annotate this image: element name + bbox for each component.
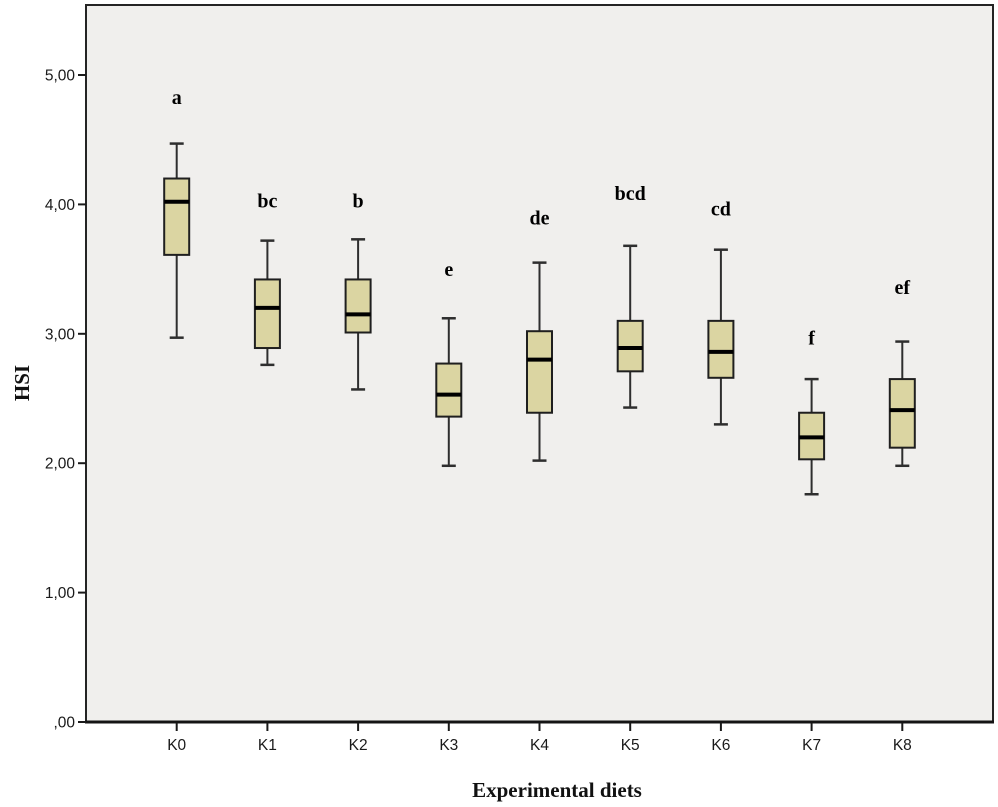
iqr-box (888, 378, 916, 449)
box-K8: ef (888, 277, 916, 468)
box-K2: b (344, 191, 372, 391)
sig-letter-K1: bc (257, 191, 277, 213)
y-tick-label: 1,00 (45, 585, 76, 602)
box-K1: bc (253, 191, 281, 367)
box-K3: e (435, 259, 463, 468)
sig-letter-K3: e (444, 259, 453, 281)
y-tick-label: 5,00 (45, 68, 76, 85)
y-axis-title: HSI (10, 364, 34, 402)
y-tick-label: 4,00 (45, 197, 76, 214)
x-axis-title: Experimental diets (472, 778, 642, 802)
iqr-box (344, 278, 372, 334)
sig-letter-K2: b (353, 191, 364, 213)
x-tick-label-K2: K2 (349, 737, 368, 754)
x-tick-label-K7: K7 (802, 737, 821, 754)
box-K5: bcd (615, 183, 646, 409)
y-tick-label: ,00 (53, 715, 75, 732)
iqr-box (163, 177, 191, 256)
x-tick-label-K0: K0 (167, 737, 186, 754)
sig-letter-K6: cd (711, 198, 731, 220)
x-tick-label-K4: K4 (530, 737, 549, 754)
x-tick-label-K6: K6 (711, 737, 730, 754)
box-K0: a (163, 87, 191, 339)
box-K6: cd (707, 198, 735, 426)
sig-letter-K8: ef (895, 277, 911, 299)
iqr-box (253, 278, 281, 350)
x-tick-label-K8: K8 (893, 737, 912, 754)
x-tick-label-K1: K1 (258, 737, 277, 754)
sig-letter-K0: a (172, 87, 182, 109)
sig-letter-K5: bcd (615, 183, 646, 205)
y-tick-label: 3,00 (45, 326, 76, 343)
sig-letter-K7: f (808, 328, 815, 350)
box-K4: de (526, 207, 553, 462)
x-tick-label-K5: K5 (621, 737, 640, 754)
sig-letter-K4: de (530, 207, 550, 229)
x-tick-label-K3: K3 (439, 737, 458, 754)
iqr-box (435, 362, 463, 418)
iqr-box (707, 319, 735, 379)
y-tick-label: 2,00 (45, 456, 76, 473)
iqr-box (526, 330, 553, 414)
box-K7: f (798, 328, 826, 496)
